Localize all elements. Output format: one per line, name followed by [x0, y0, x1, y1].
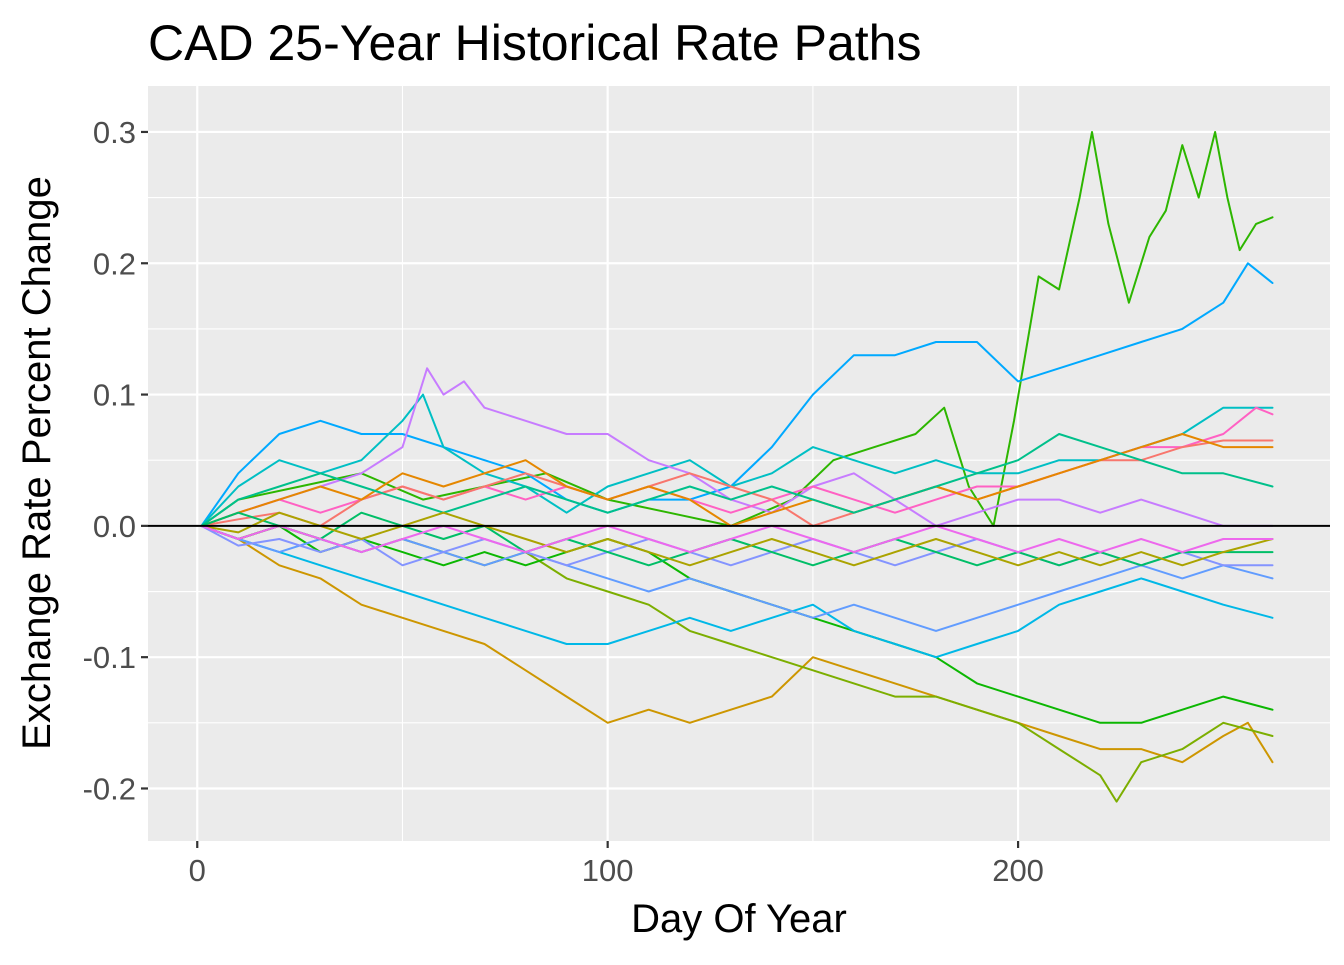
series-line-17 — [200, 524, 1274, 554]
y-tick-label: 0.2 — [93, 246, 136, 281]
x-tick-label: 0 — [189, 853, 206, 888]
series-line-3 — [200, 393, 1274, 527]
y-axis-title: Exchange Rate Percent Change — [15, 176, 59, 750]
series-line-12 — [200, 524, 1274, 659]
chart-title: CAD 25-Year Historical Rate Paths — [148, 15, 922, 71]
series-line-16 — [200, 511, 1274, 567]
x-tick-label: 200 — [992, 853, 1044, 888]
y-tick-label: -0.1 — [83, 640, 136, 675]
plot-panel — [148, 86, 1330, 841]
axis-layer: 0 100 200 -0.2 -0.1 0.0 0.1 0.2 0.3 — [83, 115, 1044, 888]
y-tick-label: 0.0 — [93, 509, 136, 544]
series-line-8 — [200, 433, 1274, 527]
y-tick-label: -0.2 — [83, 771, 136, 806]
grid-layer — [148, 86, 1330, 841]
x-tick-label: 100 — [582, 853, 634, 888]
y-tick-label: 0.1 — [93, 378, 136, 413]
series-line-9 — [200, 524, 1274, 764]
y-tick-label: 0.3 — [93, 115, 136, 150]
series-line-2 — [200, 262, 1274, 527]
series-layer — [200, 131, 1274, 803]
x-axis-title: Day Of Year — [631, 897, 847, 941]
